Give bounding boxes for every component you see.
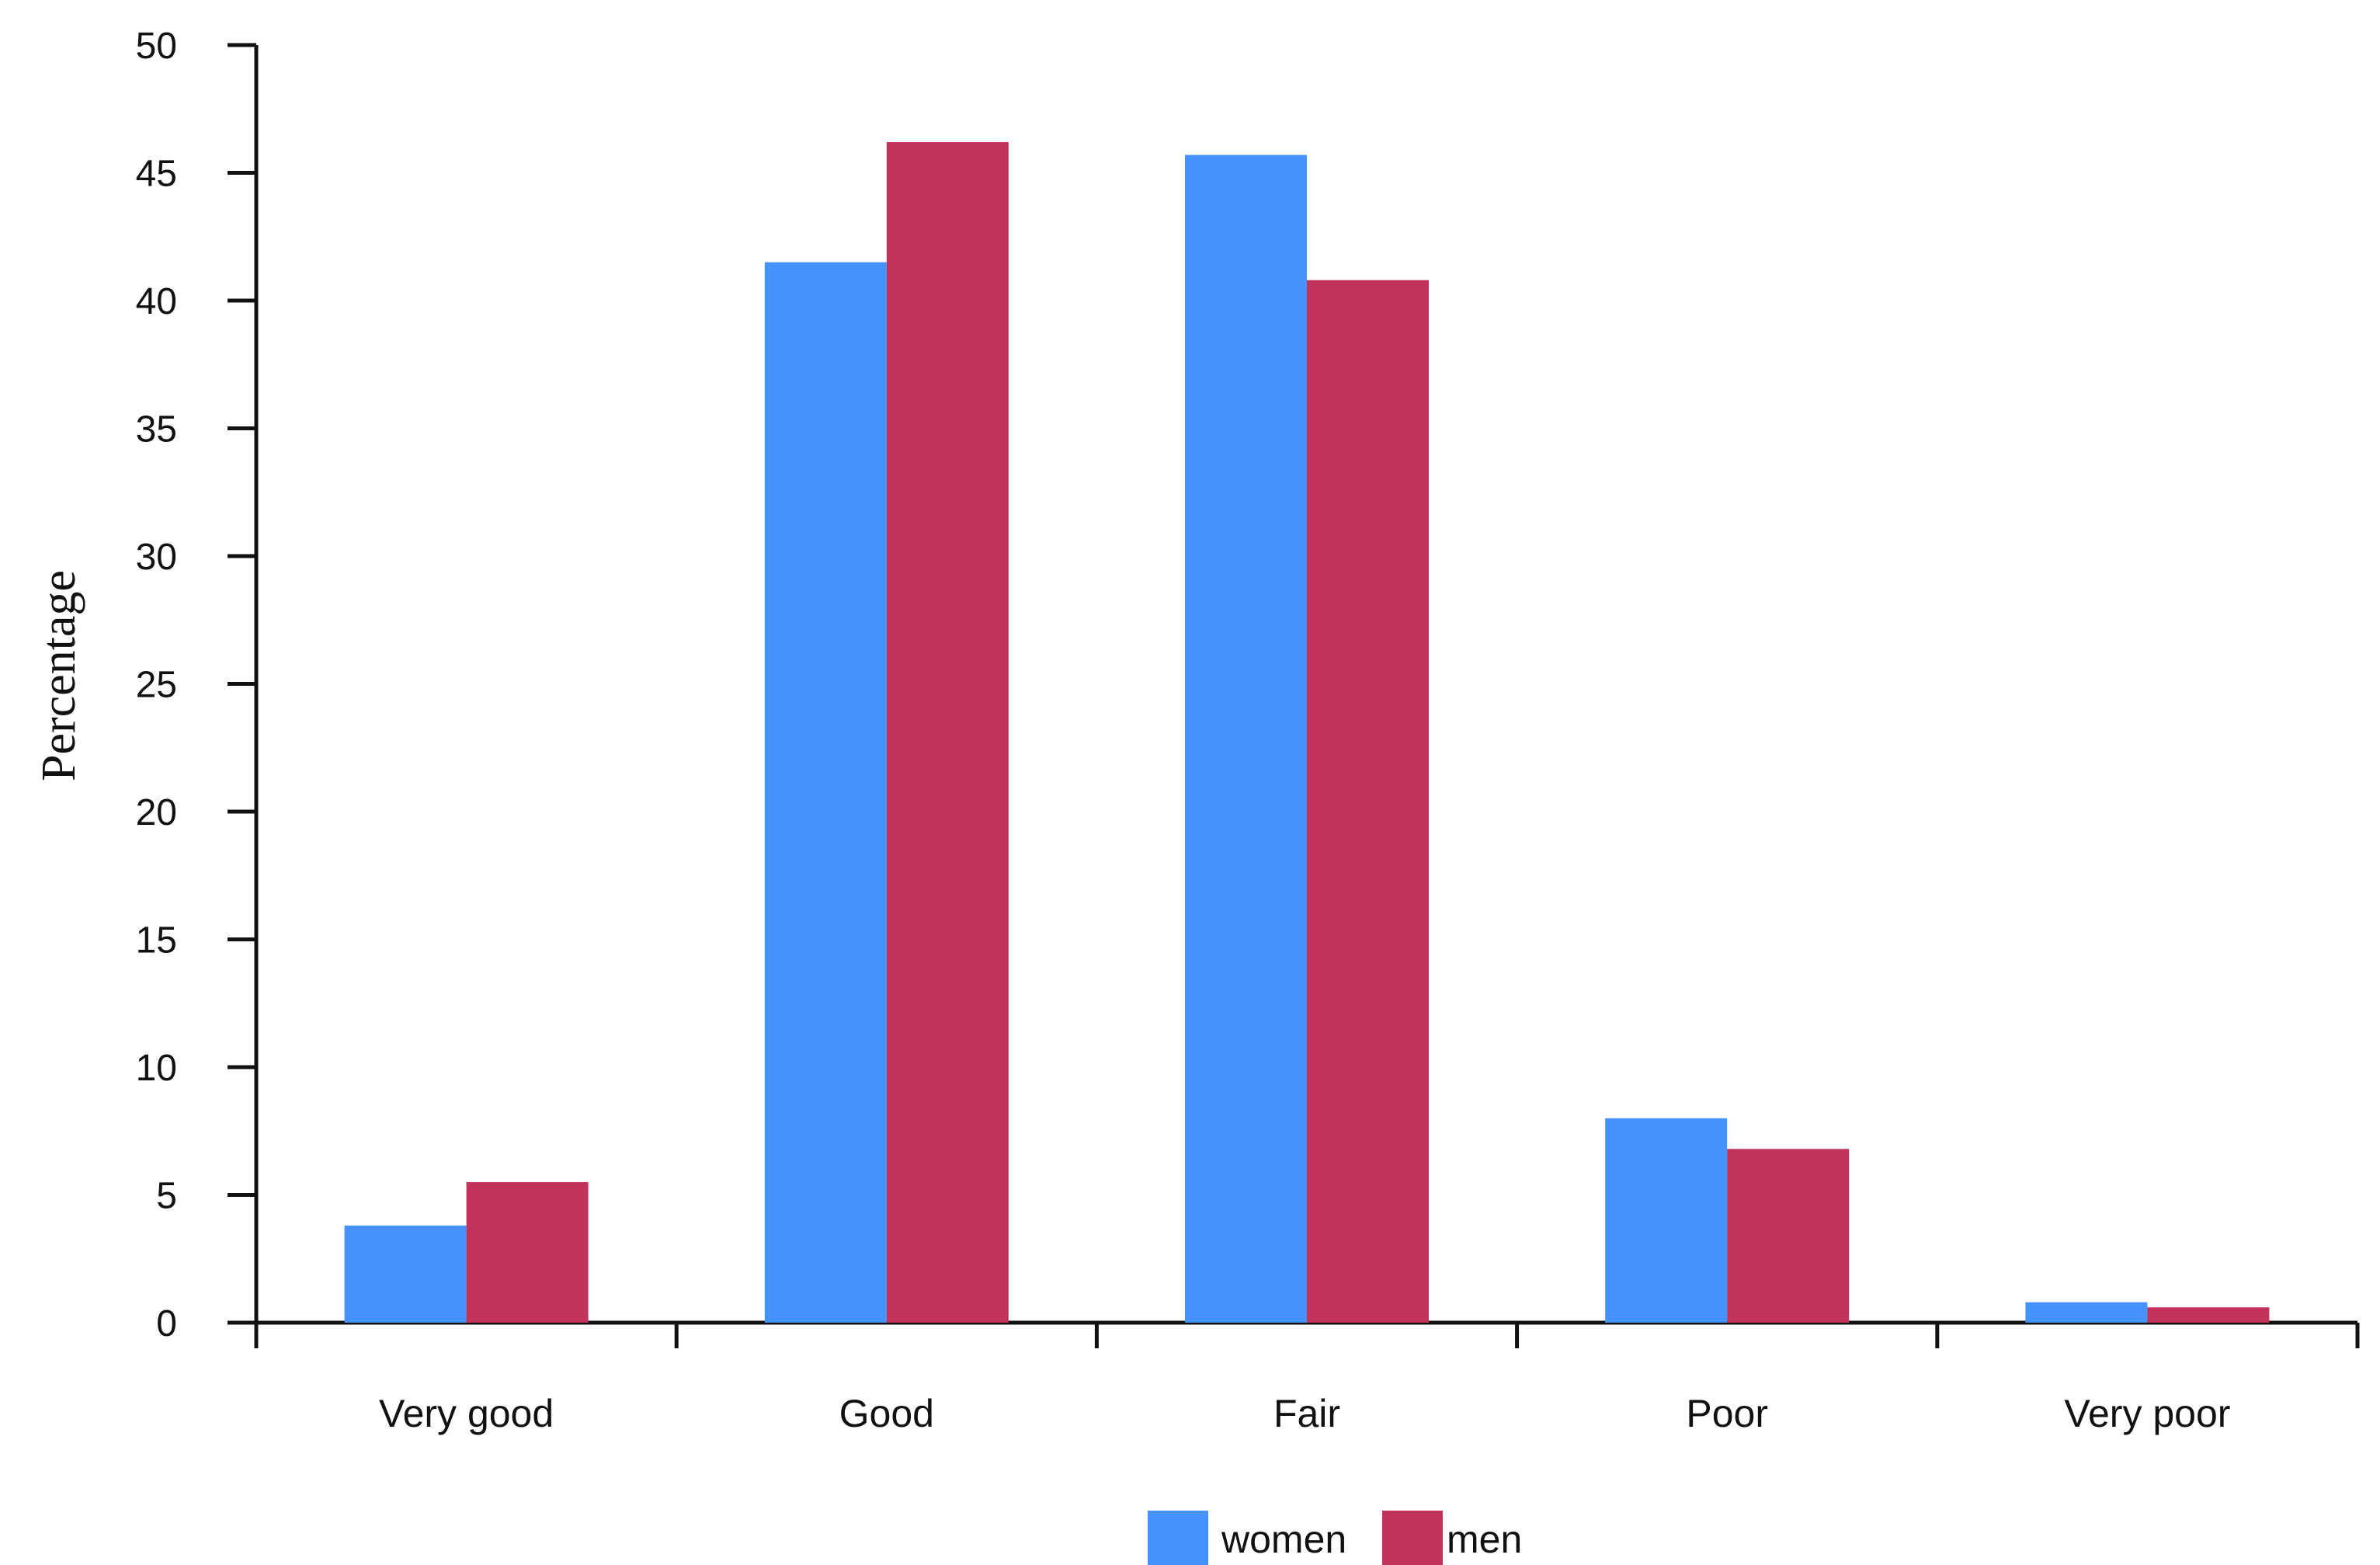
- x-category-label: Poor: [1686, 1392, 1768, 1435]
- y-tick-label: 30: [136, 537, 177, 578]
- legend: women men: [1148, 1511, 1522, 1565]
- y-tick-label: 20: [136, 792, 177, 833]
- x-category-label: Fair: [1273, 1392, 1340, 1435]
- y-tick-label: 0: [156, 1303, 177, 1344]
- bar-women-very-poor: [2025, 1302, 2148, 1323]
- legend-label-women: women: [1221, 1518, 1346, 1561]
- bar-women-good: [764, 262, 887, 1323]
- bar-men-very-poor: [2147, 1307, 2270, 1323]
- legend-label-men: men: [1447, 1518, 1522, 1561]
- bar-men-poor: [1727, 1149, 1850, 1323]
- bar-women-fair: [1185, 155, 1307, 1323]
- bars: [344, 142, 2270, 1323]
- y-tick-label: 5: [156, 1176, 177, 1217]
- bar-women-poor: [1605, 1118, 1728, 1323]
- y-tick-label: 15: [136, 920, 177, 962]
- y-tick-label: 10: [136, 1048, 177, 1089]
- y-axis: 0 5 10 15 20 25 30 35 40 45 50: [136, 26, 259, 1344]
- y-tick-label: 25: [136, 665, 177, 706]
- y-tick-label: 35: [136, 409, 177, 450]
- x-category-label: Good: [839, 1392, 934, 1435]
- legend-swatch-women: [1148, 1511, 1208, 1565]
- x-category-label: Very poor: [2064, 1392, 2230, 1435]
- y-tick-label: 50: [136, 26, 177, 67]
- y-tick-label: 40: [136, 281, 177, 322]
- bar-men-good: [886, 142, 1009, 1323]
- bar-men-fair: [1307, 280, 1429, 1323]
- x-axis: Very good Good Fair Poor Very poor: [254, 1320, 2360, 1435]
- x-category-label: Very good: [379, 1392, 554, 1435]
- y-axis-label: Percentage: [33, 570, 85, 781]
- bar-women-very-good: [344, 1225, 467, 1323]
- bar-men-very-good: [466, 1182, 589, 1323]
- legend-swatch-men: [1382, 1511, 1443, 1565]
- y-tick-label: 45: [136, 154, 177, 195]
